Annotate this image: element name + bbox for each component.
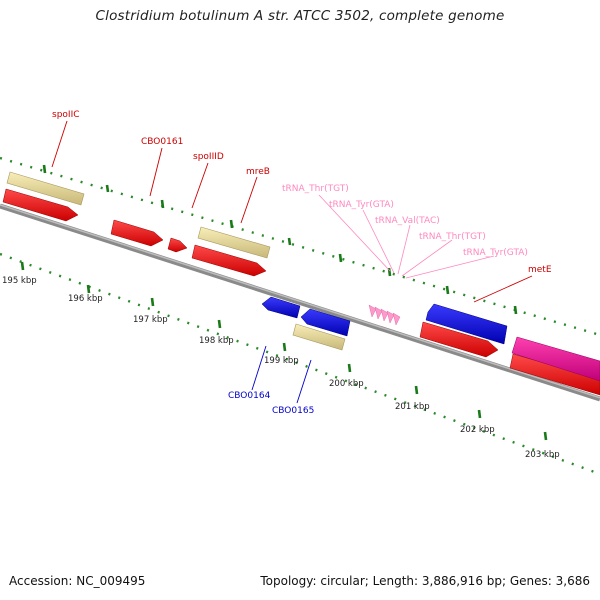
inner-tick-track [0,252,600,476]
cds-mreB [191,244,267,277]
scale-label-203: 203 kbp [525,450,560,460]
gene-label-CBO0161: CBO0161 [141,137,183,147]
gene-label-spoIIID: spoIIID [193,152,224,162]
gene-label-trna-thr-1: tRNA_Thr(TGT) [282,184,349,194]
scale-label-197: 197 kbp [133,315,168,325]
gene-label-trna-thr-2: tRNA_Thr(TGT) [419,232,486,242]
scale-label-198: 198 kbp [199,336,234,346]
gene-label-mreB: mreB [246,167,270,177]
trna-feature [392,312,401,326]
inner-major-ticks [20,261,548,441]
label-leaders [51,120,533,404]
cds-CBO0164 [261,296,301,319]
orf-feature [6,171,85,206]
cds-spoIIID [167,237,188,253]
trna-feature [368,304,377,318]
gene-label-trna-tyr-2: tRNA_Tyr(GTA) [463,248,528,258]
orf-feature [197,226,271,259]
genome-summary: Topology: circular; Length: 3,886,916 bp… [260,574,590,588]
cds-metE [425,303,508,345]
orf-feature [292,323,346,351]
scale-label-195: 195 kbp [2,276,37,286]
trna-feature [386,310,395,324]
cds-CBO0161 [110,219,164,247]
trna-features [368,304,401,326]
scale-label-196: 196 kbp [68,294,103,304]
reverse-cds-features [261,296,508,345]
accession-text: Accession: NC_009495 [9,574,146,588]
scale-label-199: 199 kbp [264,356,299,366]
orf-features [6,171,346,351]
magenta-feature [511,336,600,382]
gene-label-CBO0164: CBO0164 [228,391,271,401]
gene-label-spoIIC: spoIIC [52,110,80,120]
gene-labels: spoIIC CBO0161 spoIIID mreB tRNA_Thr(TGT… [52,110,552,416]
gene-label-trna-val: tRNA_Val(TAC) [375,216,440,226]
outer-major-ticks [42,164,518,315]
trna-feature [380,308,389,322]
genome-backbone [0,203,600,402]
scale-label-200: 200 kbp [329,379,364,389]
cds-spoIIC [2,188,79,222]
scale-labels: 195 kbp 196 kbp 197 kbp 198 kbp 199 kbp … [2,276,560,460]
cds-CBO0165 [300,308,351,337]
cds-right-1 [419,321,499,358]
forward-cds-features [2,188,600,396]
gene-label-metE: metE [528,265,552,275]
trna-feature [374,306,383,320]
scale-label-202: 202 kbp [460,425,495,435]
map-title: Clostridium botulinum A str. ATCC 3502, … [95,8,505,24]
gene-label-trna-tyr-1: tRNA_Tyr(GTA) [329,200,394,210]
scale-label-201: 201 kbp [395,402,430,412]
gene-label-CBO0165: CBO0165 [272,406,314,416]
